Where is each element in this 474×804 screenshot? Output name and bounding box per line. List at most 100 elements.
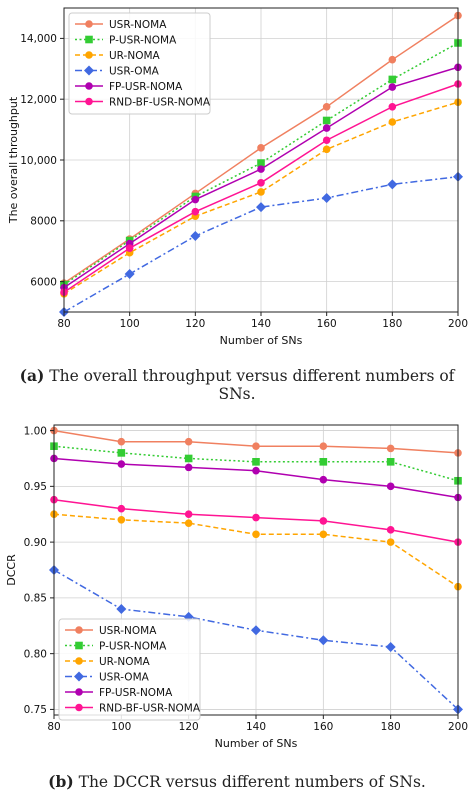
b-series-4-point <box>319 475 328 484</box>
b-series-3-point <box>385 641 396 652</box>
a-series-1-point <box>257 159 265 167</box>
b-xtick-label: 100 <box>111 721 131 733</box>
b-series-0-point <box>184 437 193 446</box>
a-xtick-label: 180 <box>382 318 402 330</box>
b-legend-marker-2 <box>75 657 83 665</box>
b-xtick-label: 200 <box>448 721 468 733</box>
a-legend: USR-NOMA P-USR-NOMA UR-NOMA USR-OMA FP-USR-N… <box>68 12 211 115</box>
a-ytick-label: 14,000 <box>20 33 57 45</box>
a-legend-label-2: UR-NOMA <box>109 50 161 62</box>
b-series-5-point <box>184 510 193 519</box>
b-legend-marker-3 <box>74 671 84 682</box>
a-ytick-label: 8000 <box>30 216 57 228</box>
b-ytick-label: 1.00 <box>24 425 47 437</box>
b-series-2-point <box>117 516 126 524</box>
a-series-4-point <box>322 124 331 132</box>
a-xtick-label: 120 <box>185 318 205 330</box>
b-ytick-label: 0.85 <box>24 593 47 605</box>
a-series-3-point <box>124 269 135 279</box>
b-series-0-point <box>252 442 260 450</box>
b-series-3-point <box>318 635 329 646</box>
b-series-4-point <box>184 463 193 472</box>
a-legend-label-0: USR-NOMA <box>109 19 167 31</box>
a-series-1-point <box>322 116 331 125</box>
b-xtick-label: 160 <box>313 721 333 733</box>
caption-a: (a) The overall throughput versus differ… <box>0 366 474 403</box>
b-xtick-label: 120 <box>179 721 199 733</box>
a-xtick-label: 160 <box>317 318 337 330</box>
a-legend-frame <box>68 12 211 115</box>
a-xlabel: Number of SNs <box>220 334 303 347</box>
b-legend-marker-5 <box>75 703 83 712</box>
a-legend-marker-2 <box>85 51 93 59</box>
a-series-1-point <box>388 75 397 84</box>
a-legend-marker-1 <box>85 35 93 44</box>
a-xtick-label: 80 <box>57 318 70 330</box>
b-series-0-point <box>319 442 328 450</box>
a-xtick-label: 200 <box>448 318 468 330</box>
a-series-2-point <box>257 188 265 196</box>
a-series-5-point <box>257 179 265 187</box>
a-series-4-point <box>388 83 397 91</box>
caption-a-tag: (a) <box>19 366 45 385</box>
b-xtick-label: 140 <box>246 721 266 733</box>
b-legend-label-0: USR-NOMA <box>99 625 157 637</box>
b-legend-frame <box>58 618 201 721</box>
a-legend-marker-3 <box>84 65 94 76</box>
b-series-3-point <box>116 604 127 615</box>
a-series-0-point <box>257 144 265 152</box>
a-series-3-point <box>387 179 398 190</box>
b-legend: USR-NOMA P-USR-NOMA UR-NOMA USR-OMA FP-USR-N… <box>58 618 201 721</box>
a-series-4-point <box>191 195 200 204</box>
b-series-1-point <box>184 454 193 463</box>
a-xtick-label: 100 <box>120 318 140 330</box>
caption-b-text: The DCCR versus different numbers of SNs… <box>73 773 426 791</box>
b-ytick-label: 0.95 <box>24 481 47 493</box>
b-xtick-label: 180 <box>381 721 401 733</box>
a-xtick-label: 140 <box>251 318 271 330</box>
b-legend-label-1: P-USR-NOMA <box>99 640 167 652</box>
b-xlabel: Number of SNs <box>215 737 298 750</box>
caption-a-text: The overall throughput versus different … <box>44 367 455 403</box>
b-ylabel: DCCR <box>5 554 18 586</box>
a-ylabel: The overall throughput <box>7 96 20 224</box>
b-series-4-point <box>386 482 395 491</box>
a-legend-label-1: P-USR-NOMA <box>109 34 177 46</box>
a-series-0-point <box>388 55 397 64</box>
b-xtick-label: 80 <box>47 721 60 733</box>
b-ytick-label: 0.75 <box>24 704 47 716</box>
b-legend-label-3: USR-OMA <box>99 671 150 683</box>
b-series-5-point <box>252 513 260 522</box>
throughput-chart: 80 100 120 140 160 180 200 6000 8000 10,000 12,000… <box>7 7 468 347</box>
b-legend-label-5: RND-BF-USR-NOMA <box>99 702 201 714</box>
b-series-5-point <box>117 504 126 513</box>
a-series-5-point <box>125 244 134 252</box>
a-legend-label-4: FP-USR-NOMA <box>109 81 183 93</box>
a-series-5-point <box>388 103 397 111</box>
a-series-5-point <box>322 136 331 145</box>
b-series-0-point <box>117 437 126 446</box>
b-series-2-point <box>252 530 260 539</box>
a-series-4-point <box>257 165 265 173</box>
a-ytick-label: 6000 <box>30 276 57 288</box>
b-ytick-label: 0.90 <box>24 537 47 549</box>
a-series-0-point <box>322 103 331 111</box>
b-series-4-point <box>252 466 260 475</box>
a-series-3-point <box>190 231 201 241</box>
b-series-4-point <box>117 460 126 468</box>
a-legend-label-3: USR-OMA <box>109 65 160 77</box>
a-series-3-point <box>321 193 332 203</box>
a-legend-marker-0 <box>85 20 93 28</box>
a-series-3-point <box>256 202 266 213</box>
b-legend-marker-1 <box>75 641 83 650</box>
a-legend-marker-5 <box>85 97 93 106</box>
caption-b-tag: (b) <box>48 772 74 791</box>
b-series-1-point <box>319 458 328 466</box>
b-series-1-point <box>386 458 395 466</box>
b-series-5-point <box>319 517 328 525</box>
b-legend-label-4: FP-USR-NOMA <box>99 687 173 699</box>
caption-b: (b) The DCCR versus different numbers of… <box>0 772 474 791</box>
b-legend-marker-4 <box>75 688 83 696</box>
b-series-1-point <box>252 458 260 466</box>
